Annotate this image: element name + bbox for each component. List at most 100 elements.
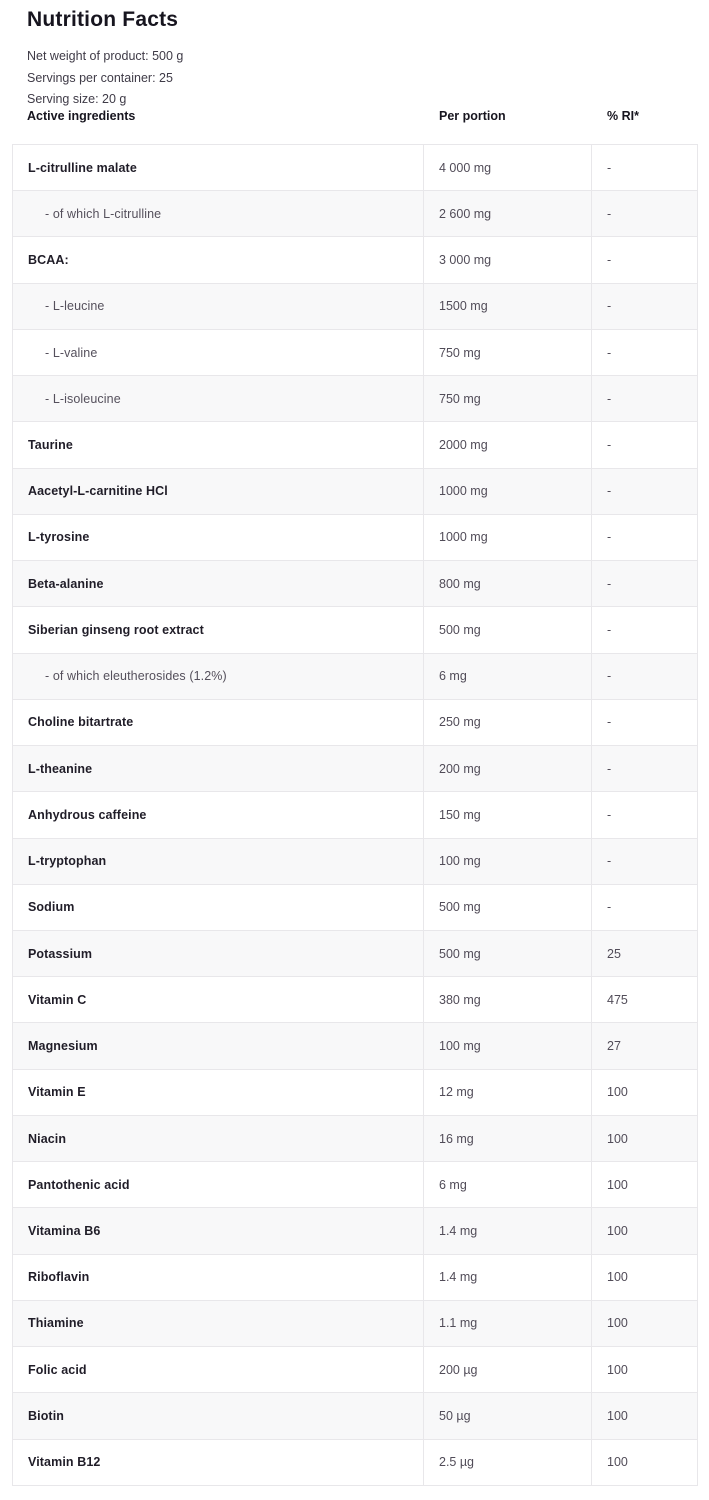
ingredient-cell: - of which eleutherosides (1.2%): [45, 669, 227, 684]
table-row: Folic acid 200 µg 100: [13, 1347, 697, 1394]
net-weight-line: Net weight of product: 500 g: [27, 49, 184, 63]
ingredient-cell: - L-isoleucine: [45, 391, 121, 406]
per-portion-cell: 6 mg: [423, 1162, 591, 1208]
ri-cell: -: [591, 746, 697, 792]
per-portion-cell: 2 600 mg: [423, 191, 591, 237]
ingredient-cell: L-tryptophan: [28, 854, 107, 869]
per-portion-cell: 800 mg: [423, 561, 591, 607]
table-row: Vitamin B12 2.5 µg 100: [13, 1439, 697, 1486]
per-portion-cell: 200 mg: [423, 746, 591, 792]
ri-cell: -: [591, 792, 697, 838]
table-row: Thiamine 1.1 mg 100: [13, 1300, 697, 1348]
per-portion-cell: 1500 mg: [423, 283, 591, 329]
ingredient-cell: Vitamin E: [28, 1085, 86, 1100]
table-row: Niacin 16 mg 100: [13, 1115, 697, 1163]
ingredient-cell: Vitamin C: [28, 992, 87, 1007]
ingredient-cell: Magnesium: [28, 1039, 98, 1054]
ri-cell: 100: [591, 1347, 697, 1393]
per-portion-cell: 500 mg: [423, 930, 591, 977]
table-row: Aacetyl-L-carnitine HCl 1000 mg -: [13, 468, 697, 515]
per-portion-cell: 3 000 mg: [423, 237, 591, 283]
ingredient-cell: Riboflavin: [28, 1270, 90, 1285]
ingredient-cell: Niacin: [28, 1131, 67, 1146]
table-row: Siberian ginseng root extract 500 mg -: [13, 607, 697, 654]
ingredient-cell: Thiamine: [28, 1316, 84, 1331]
per-portion-cell: 1000 mg: [423, 468, 591, 514]
ri-cell: 100: [591, 1439, 697, 1485]
ri-cell: -: [591, 838, 697, 884]
ri-cell: -: [591, 422, 697, 468]
ri-cell: -: [591, 468, 697, 514]
ingredient-cell: Beta-alanine: [28, 576, 104, 591]
table-row: Vitamin E 12 mg 100: [13, 1069, 697, 1116]
table-row: - L-isoleucine 750 mg -: [13, 376, 697, 423]
ri-cell: -: [591, 653, 697, 699]
table-row: - of which eleutherosides (1.2%) 6 mg -: [13, 653, 697, 700]
ingredient-cell: - of which L-citrulline: [45, 206, 162, 221]
per-portion-cell: 150 mg: [423, 792, 591, 838]
table-row: Beta-alanine 800 mg -: [13, 561, 697, 608]
ingredient-cell: L-tyrosine: [28, 530, 90, 545]
ri-cell: 100: [591, 1300, 697, 1347]
table-row: L-tyrosine 1000 mg -: [13, 514, 697, 562]
per-portion-cell: 50 µg: [423, 1393, 591, 1439]
nutrition-table: L-citrulline malate 4 000 mg - - of which L…: [12, 144, 698, 1486]
per-portion-cell: 100 mg: [423, 838, 591, 884]
per-portion-cell: 16 mg: [423, 1115, 591, 1162]
table-row: Choline bitartrate 250 mg -: [13, 699, 697, 747]
ingredient-cell: Pantothenic acid: [28, 1177, 130, 1192]
ri-cell: -: [591, 283, 697, 329]
ingredient-cell: Biotin: [28, 1408, 65, 1423]
per-portion-cell: 200 µg: [423, 1347, 591, 1393]
column-header-per-portion: Per portion: [439, 109, 506, 123]
table-row: Magnesium 100 mg 27: [13, 1023, 697, 1070]
ri-cell: 100: [591, 1162, 697, 1208]
table-header: Active ingredients Per portion % RI*: [12, 109, 698, 123]
table-row: L-citrulline malate 4 000 mg -: [13, 145, 697, 192]
table-row: BCAA: 3 000 mg -: [13, 237, 697, 284]
ri-cell: -: [591, 145, 697, 191]
ri-cell: -: [591, 699, 697, 746]
per-portion-cell: 250 mg: [423, 699, 591, 746]
ri-cell: 100: [591, 1393, 697, 1439]
ingredient-cell: Aacetyl-L-carnitine HCl: [28, 484, 168, 499]
ingredient-cell: - L-valine: [45, 345, 98, 360]
per-portion-cell: 12 mg: [423, 1069, 591, 1115]
ingredient-cell: BCAA:: [28, 253, 69, 268]
per-portion-cell: 4 000 mg: [423, 145, 591, 191]
per-portion-cell: 1000 mg: [423, 514, 591, 561]
ri-cell: -: [591, 514, 697, 561]
per-portion-cell: 1.4 mg: [423, 1254, 591, 1300]
table-row: Biotin 50 µg 100: [13, 1393, 697, 1440]
ingredient-cell: Potassium: [28, 946, 93, 961]
ingredient-cell: Choline bitartrate: [28, 715, 134, 730]
table-row: - of which L-citrulline 2 600 mg -: [13, 191, 697, 238]
ri-cell: 100: [591, 1254, 697, 1300]
serving-size-line: Serving size: 20 g: [27, 92, 127, 106]
ri-cell: 100: [591, 1115, 697, 1162]
ingredient-cell: Anhydrous caffeine: [28, 807, 147, 822]
ri-cell: -: [591, 884, 697, 930]
per-portion-cell: 6 mg: [423, 653, 591, 699]
per-portion-cell: 380 mg: [423, 977, 591, 1023]
ingredient-cell: Vitamina B6: [28, 1224, 101, 1238]
table-row: Sodium 500 mg -: [13, 884, 697, 931]
ingredient-cell: Sodium: [28, 900, 75, 915]
per-portion-cell: 100 mg: [423, 1023, 591, 1069]
ingredient-cell: Taurine: [28, 438, 73, 453]
table-row: L-theanine 200 mg -: [13, 746, 697, 793]
ri-cell: 25: [591, 930, 697, 977]
per-portion-cell: 500 mg: [423, 884, 591, 930]
table-row: Vitamin C 380 mg 475: [13, 977, 697, 1024]
product-meta: Net weight of product: 500 g Servings pe…: [27, 46, 183, 111]
table-row: Anhydrous caffeine 150 mg -: [13, 792, 697, 839]
table-row: Potassium 500 mg 25: [13, 930, 697, 978]
ingredient-cell: Folic acid: [28, 1362, 87, 1377]
ri-cell: 27: [591, 1023, 697, 1069]
table-row: Riboflavin 1.4 mg 100: [13, 1254, 697, 1301]
ri-cell: -: [591, 607, 697, 653]
table-row: Vitamina B6 1.4 mg 100: [13, 1208, 697, 1255]
per-portion-cell: 500 mg: [423, 607, 591, 653]
per-portion-cell: 1.1 mg: [423, 1300, 591, 1347]
ri-cell: -: [591, 329, 697, 376]
